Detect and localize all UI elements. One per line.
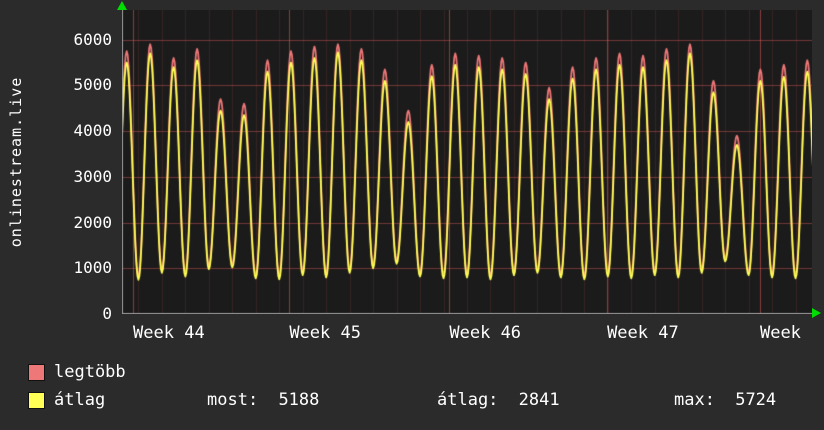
- x-tick-label: Week 44: [133, 323, 205, 343]
- x-tick-label: Week 46: [449, 323, 522, 343]
- y-tick-label: 6000: [73, 29, 112, 49]
- x-tick-label: Week 47: [607, 323, 679, 343]
- y-tick-label: 4000: [73, 121, 112, 141]
- stat-atlag: átlag: 2841: [437, 390, 560, 410]
- x-tick-label: Week 45: [289, 323, 361, 343]
- chart-canvas: [122, 10, 812, 314]
- legend-item-atlag: átlag: [28, 390, 106, 410]
- y-tick-label: 3000: [73, 166, 112, 186]
- stat-max-label: max:: [674, 390, 715, 410]
- x-axis-arrow-icon: [812, 308, 821, 318]
- legend-label-legtobb: legtöbb: [54, 362, 126, 382]
- stat-atlag-label: átlag:: [437, 390, 499, 410]
- stat-atlag-value: 2841: [518, 390, 560, 410]
- stat-max: max: 5724: [674, 390, 776, 410]
- y-axis-arrow-icon: [117, 1, 127, 10]
- stat-most-label: most:: [207, 390, 259, 410]
- x-tick-label: Week: [759, 323, 801, 343]
- legend-swatch-legtobb: [28, 363, 45, 381]
- y-tick-label: 5000: [73, 75, 112, 95]
- y-axis-title: onlinestream.live: [7, 76, 25, 248]
- stat-most: most: 5188: [207, 390, 319, 410]
- legend-label-atlag: átlag: [54, 390, 106, 410]
- y-tick-label: 2000: [73, 212, 112, 232]
- legend-item-legtobb: legtöbb: [28, 362, 126, 382]
- legend-swatch-atlag: [28, 391, 45, 409]
- stat-max-value: 5724: [735, 390, 777, 410]
- stat-most-value: 5188: [278, 390, 320, 410]
- y-tick-label: 0: [102, 304, 112, 323]
- y-tick-label: 1000: [73, 258, 112, 278]
